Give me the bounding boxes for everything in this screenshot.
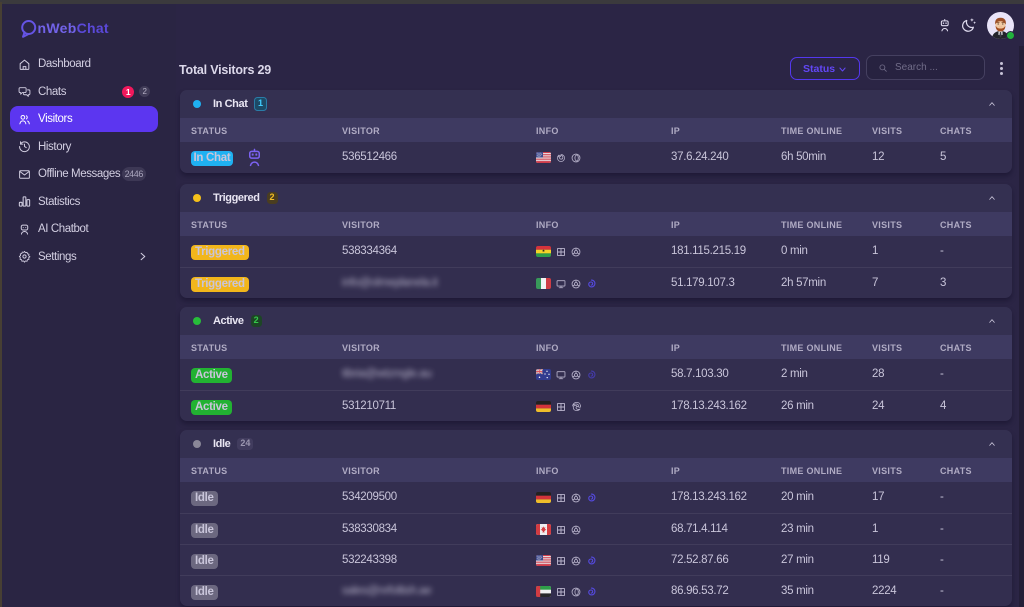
svg-text:nWebChat: nWebChat (38, 20, 109, 36)
